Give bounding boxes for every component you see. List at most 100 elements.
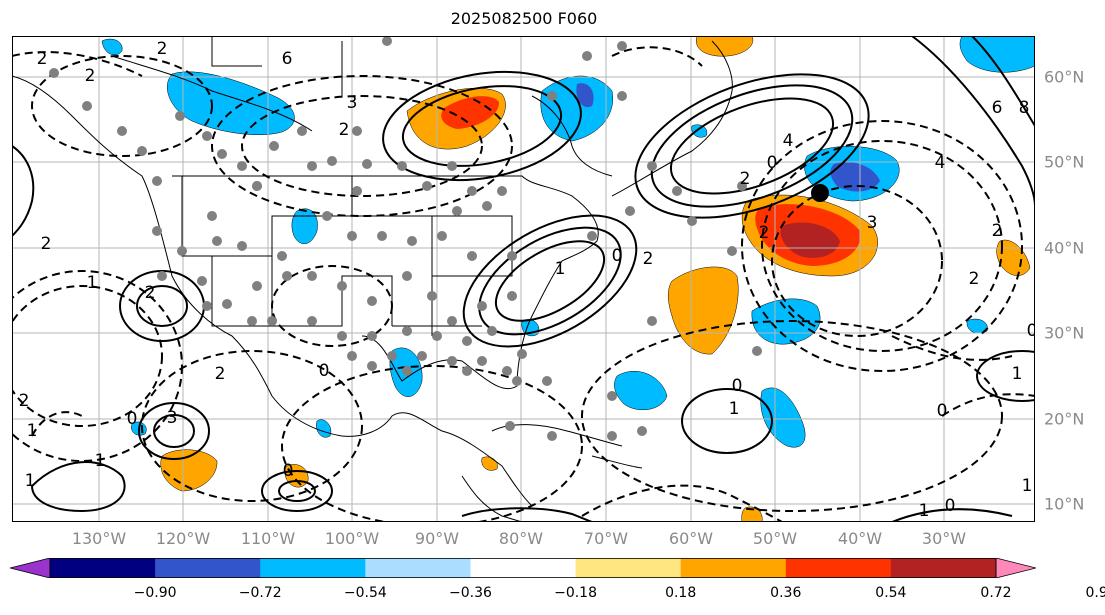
lon-label: 40°W [837,529,883,548]
colorbar-tick-label: −0.90 [133,585,177,601]
shade-blob [160,449,218,492]
contour-label: 0 [127,409,138,429]
contour-label: 4 [783,131,794,151]
lon-label: 70°W [583,529,629,548]
contour-label: 0 [767,153,778,173]
contour-label: 1 [87,273,98,293]
contour-label: 2 [740,169,751,189]
lon-label: 130°W [71,529,127,548]
contour-label: 1 [555,259,566,279]
lon-label: 80°W [498,529,544,548]
contour-label: 3 [867,213,878,233]
contour-label: 3 [347,93,358,113]
contour-label: 2 [339,120,350,140]
map-frame [12,36,1035,522]
contour-label: 2 [145,283,156,303]
lon-label: 60°W [668,529,714,548]
lon-label: 100°W [324,529,380,548]
contour-label: 1 [27,421,38,441]
contour-label: 2 [19,391,30,411]
colorbar-tick-label: 0.90 [1085,585,1105,601]
shade-blob [614,371,668,411]
shade-blob [441,96,500,129]
shade-blob [830,161,880,192]
contour-label: 0 [945,496,956,516]
contour-label: 4 [935,153,946,173]
colorbar-cell [50,558,156,578]
colorbar-outline [49,558,997,578]
contour-label: 6 [282,49,293,69]
colorbar-cell [470,558,577,578]
lon-label: 110°W [240,529,296,548]
contour-label: 0 [612,246,623,266]
lat-label: 10°N [1044,494,1085,514]
colorbar-extend-high [995,558,1036,578]
colorbar-extend-low [10,558,51,578]
station-dots [49,36,762,441]
lat-label: 50°N [1044,152,1085,172]
contour-label: 1 [95,451,106,471]
contour-label: 2 [992,221,1003,241]
contour-label: 1 [919,501,930,521]
contour-label: 1 [1022,476,1033,496]
contour-label: 1 [729,399,740,419]
shade-blob [576,83,594,108]
contour-label: 2 [41,234,52,254]
contour-label: 0 [937,401,948,421]
colorbar-tick-label: −0.36 [448,585,492,601]
shade-blob [741,506,763,522]
contour-label: 0 [1027,321,1035,341]
colorbar-tick-label: 0.72 [980,585,1012,601]
colorbar-cell [680,558,787,578]
shade-blob [996,239,1031,276]
shade-blob [668,266,739,355]
contour-label: 2 [969,269,980,289]
colorbar-cell [260,558,366,578]
lon-label: 50°W [752,529,798,548]
colorbar-tick-label: 0.18 [665,585,697,601]
shade-blob [101,38,123,56]
shade-blob [760,387,806,448]
contour-label: 6 [992,98,1003,118]
map-title: 2025082500 F060 [450,9,598,28]
shade-blob [691,124,708,138]
shade-blob [696,36,754,57]
colorbar [10,558,1036,578]
colorbar-cell [890,558,997,578]
colorbar-cell [365,558,471,578]
lat-label: 60°N [1044,67,1085,87]
contour-labels: 2 2 2 6 3 2 4 0 2 6 8 4 2 3 2 2 0 2 2 1 … [19,39,1035,521]
lon-label: 90°W [414,529,460,548]
colorbar-tick-label: −0.72 [238,585,282,601]
contour-label: 0 [319,361,330,381]
contour-label: 2 [85,66,96,86]
colorbar-tick-label: 0.54 [875,585,907,601]
shade-blob [780,222,840,258]
storm-marker [811,184,829,202]
contour-label: 2 [37,49,48,69]
colorbar-tick-label: −0.54 [343,585,387,601]
lat-label: 40°N [1044,238,1085,258]
contour-label: 0 [283,461,294,481]
contour-label: 0 [732,376,743,396]
contour-label: 2 [643,249,654,269]
shade-blob [959,36,1035,73]
colorbar-cell [785,558,892,578]
lon-label: 120°W [155,529,211,548]
colorbar-cell [575,558,682,578]
lat-label: 20°N [1044,409,1085,429]
lat-label: 30°N [1044,323,1085,343]
shade-blob [966,318,988,334]
contour-label: 3 [167,408,178,428]
contour-label: 1 [1012,364,1023,384]
contour-label: 8 [1019,98,1030,118]
colorbar-cell [155,558,261,578]
colorbar-tick-label: −0.18 [554,585,597,601]
contours-solid [12,36,1035,522]
map-panel: 2 2 2 6 3 2 4 0 2 6 8 4 2 3 2 2 0 2 2 1 … [12,36,1035,522]
contour-label: 1 [25,471,36,491]
contour-label: 2 [157,39,168,59]
colorbar-tick-label: 0.36 [770,585,802,601]
lon-label: 30°W [921,529,967,548]
contour-label: 2 [215,364,226,384]
